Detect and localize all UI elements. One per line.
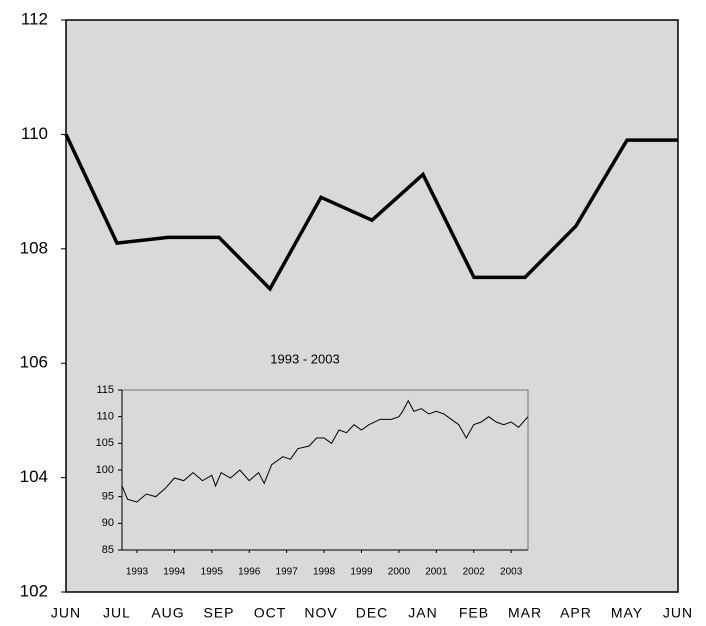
x-tick-label: 1998 (313, 567, 336, 578)
x-tick-label: JUL (103, 605, 131, 621)
x-tick-label: OCT (254, 605, 287, 621)
x-tick-label: NOV (304, 605, 337, 621)
y-tick-label: 105 (96, 437, 114, 449)
x-tick-label: 1997 (276, 567, 299, 578)
x-tick-label: 2002 (463, 567, 486, 578)
y-tick-label: 90 (102, 517, 114, 529)
x-tick-label: FEB (459, 605, 489, 621)
x-tick-label: 2003 (500, 567, 523, 578)
y-tick-label: 104 (20, 467, 48, 486)
x-tick-label: MAR (508, 605, 542, 621)
x-tick-label: 1994 (163, 567, 186, 578)
x-tick-label: JUN (51, 605, 81, 621)
y-tick-label: 112 (21, 9, 48, 28)
x-tick-label: 2001 (425, 567, 448, 578)
y-tick-label: 110 (96, 411, 114, 423)
x-tick-label: 1995 (201, 567, 224, 578)
x-tick-label: DEC (356, 605, 389, 621)
x-tick-label: 1993 (126, 567, 149, 578)
inset-title: 1993 - 2003 (270, 351, 339, 366)
y-tick-label: 100 (96, 464, 114, 476)
y-tick-label: 115 (96, 384, 114, 396)
inset-plot-area (121, 389, 529, 551)
inset-line (121, 399, 529, 503)
x-tick-label: SEP (203, 605, 234, 621)
x-tick-label: JAN (408, 605, 437, 621)
x-tick-label: 2000 (388, 567, 411, 578)
x-tick-label: 1999 (350, 567, 373, 578)
y-tick-label: 85 (102, 544, 114, 556)
y-tick-label: 102 (20, 581, 48, 600)
y-tick-label: 95 (102, 491, 114, 503)
x-tick-label: 1996 (238, 567, 261, 578)
y-tick-label: 110 (21, 124, 48, 143)
x-tick-label: AUG (151, 605, 184, 621)
data-line (64, 133, 678, 292)
y-tick-label: 108 (20, 238, 48, 257)
x-tick-label: JUN (663, 605, 693, 621)
x-tick-label: MAY (611, 605, 643, 621)
x-tick-label: APR (560, 605, 592, 621)
y-tick-label: 106 (20, 353, 48, 372)
